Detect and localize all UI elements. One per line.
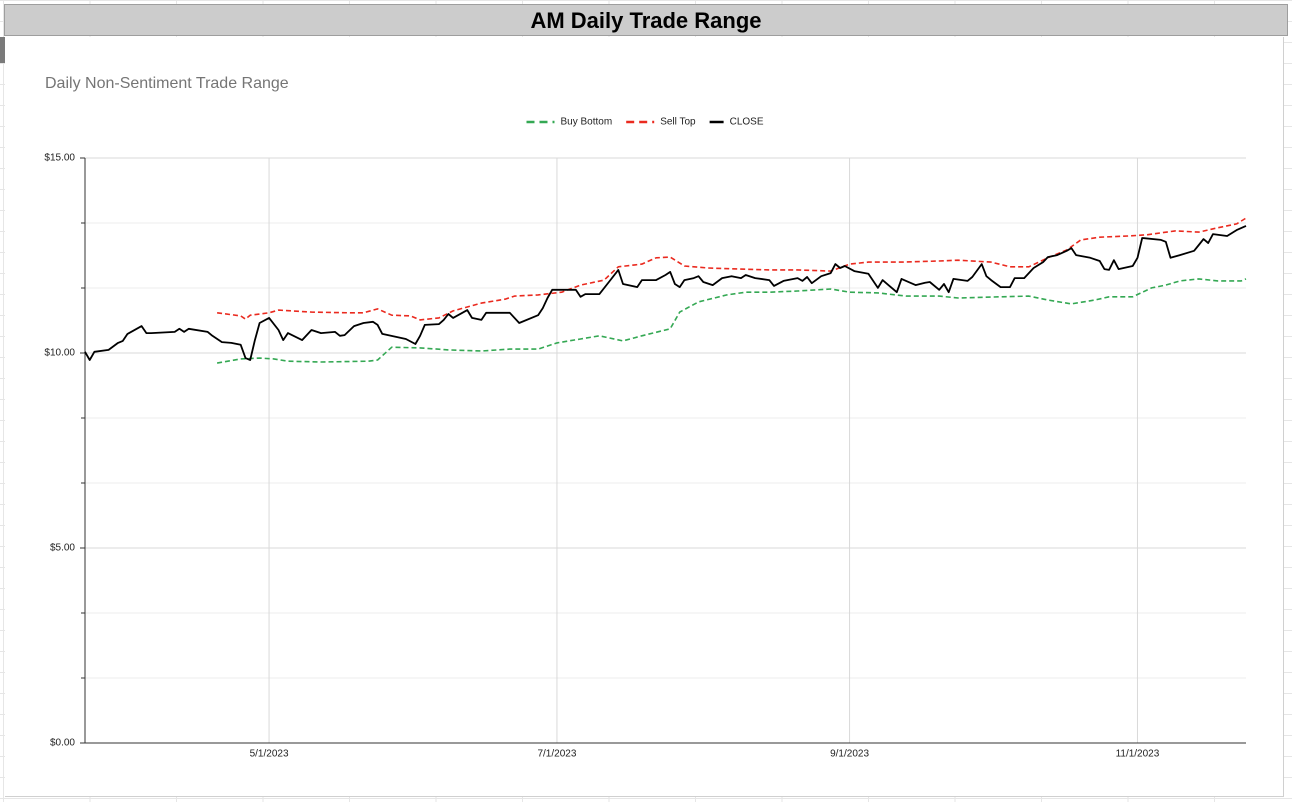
x-tick-label: 9/1/2023 [830,749,869,760]
chart-box [5,37,1284,797]
x-tick-label: 11/1/2023 [1116,749,1160,760]
legend-label: CLOSE [730,117,764,128]
y-tick-label: $0.00 [50,738,75,749]
legend: Buy Bottom Sell Top CLOSE [526,117,764,128]
x-tick-label: 5/1/2023 [250,749,289,760]
sheet-title: AM Daily Trade Range [4,4,1288,36]
legend-label: Sell Top [660,117,696,128]
series-line [216,217,1247,321]
y-tick-label: $5.00 [50,543,75,554]
y-tick-label: $10.00 [44,348,75,359]
legend-label: Buy Bottom [560,117,612,128]
sheet-marker [0,37,5,63]
chart-title: Daily Non-Sentiment Trade Range [45,75,289,92]
x-tick-label: 7/1/2023 [537,749,576,760]
y-tick-label: $15.00 [44,153,75,164]
series-line [84,225,1247,361]
series-line [216,278,1247,364]
